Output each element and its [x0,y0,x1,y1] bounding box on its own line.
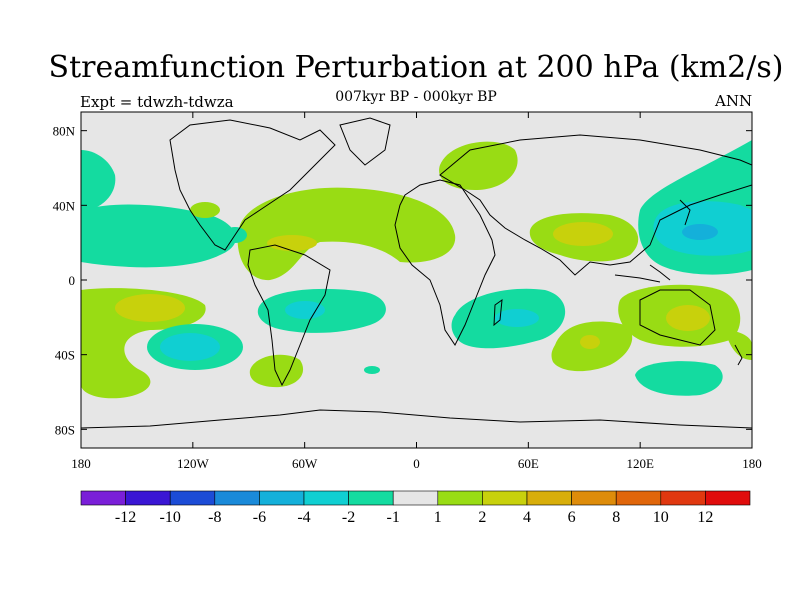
colorbar-swatch [169,490,216,506]
coastlines [81,117,752,429]
lon-tick-label: 0 [413,456,420,471]
colorbar-swatch [571,490,617,506]
colorbar-label: -1 [387,509,400,526]
anomaly-region [249,354,304,388]
colorbar-swatch [482,490,528,506]
colorbar-label: -4 [297,509,310,526]
anomaly-region [285,301,325,319]
anomaly-region [553,222,613,246]
colorbar-label: 2 [478,509,486,526]
lon-tick-label: 180 [742,456,762,471]
map-background [81,112,752,448]
colorbar-label: 1 [434,509,442,526]
colorbar-swatch [259,490,305,506]
anomaly-region [495,309,539,327]
colorbar-swatch [125,490,171,506]
anomaly-region [635,361,723,396]
plot-title: Streamfunction Perturbation at 200 hPa (… [48,50,784,85]
lat-tick-label: 40S [55,348,75,363]
colorbar-swatch [437,490,483,506]
colorbar-label: 8 [612,509,620,526]
colorbar-swatch [392,490,439,506]
anomaly-region [115,294,185,322]
lon-tick-label: 60W [292,456,318,471]
anomaly-region [237,187,456,281]
experiment-label: Expt = tdwzh-tdwza [80,93,234,111]
colorbar-swatch [303,490,349,506]
colorbar-swatch [705,490,751,506]
colorbar: -12 -10 -8 -6 -4 -2 -1 1 2 4 6 8 10 12 [80,490,751,526]
anomaly-region [682,224,718,240]
latitude-axis: 80N 40N 0 40S 80S [53,124,752,437]
colorbar-label: 10 [653,509,669,526]
anomaly-region [580,335,600,349]
anomaly-region [267,235,317,251]
colorbar-label: 12 [697,509,713,526]
anomaly-region [81,150,116,212]
colorbar-label: -12 [115,509,136,526]
lon-tick-label: 120W [177,456,210,471]
colorbar-label: 6 [568,509,576,526]
colorbar-label: -10 [160,509,181,526]
anomaly-fields [81,140,752,399]
lat-tick-label: 0 [69,273,76,288]
anomaly-region [725,330,752,360]
period-label: 007kyr BP - 000kyr BP [335,89,497,105]
colorbar-swatch [615,490,662,506]
lon-tick-label: 120E [626,456,654,471]
colorbar-swatch [348,490,394,506]
lon-tick-label: 60E [518,456,539,471]
colorbar-label: -6 [253,509,266,526]
lat-tick-label: 80N [53,124,76,139]
colorbar-label: -2 [342,509,355,526]
colorbar-label: -8 [208,509,221,526]
anomaly-region [190,202,220,218]
colorbar-swatch [526,490,572,506]
lon-tick-label: 180 [71,456,91,471]
anomaly-region [439,141,518,190]
colorbar-swatch [660,490,706,506]
season-label: ANN [715,92,753,110]
anomaly-region [666,305,710,331]
colorbar-label: 4 [523,509,531,526]
lat-tick-label: 80S [55,422,75,437]
anomaly-region [364,366,380,374]
colorbar-swatch [80,490,126,506]
longitude-axis: 180 120W 60W 0 60E 120E 180 [71,112,762,471]
colorbar-swatch [214,490,260,506]
lat-tick-label: 40N [53,198,76,213]
anomaly-region [160,333,220,361]
